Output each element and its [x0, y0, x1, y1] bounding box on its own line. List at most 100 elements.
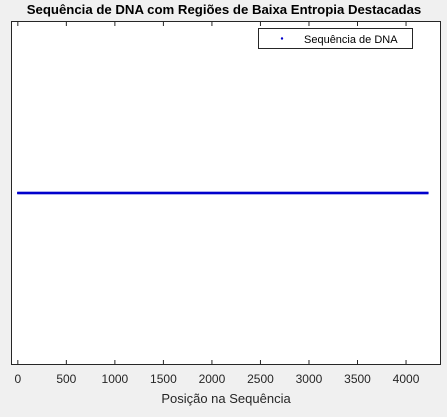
data-point — [307, 191, 309, 195]
data-point — [17, 191, 19, 195]
data-point — [223, 191, 225, 195]
data-point — [135, 191, 137, 195]
data-point — [227, 191, 229, 195]
data-point — [267, 191, 269, 195]
data-point — [298, 191, 300, 195]
data-point — [359, 191, 361, 195]
data-point — [266, 191, 268, 195]
data-point — [102, 191, 104, 195]
data-point — [57, 191, 59, 195]
data-point — [388, 191, 390, 195]
data-point — [389, 191, 391, 195]
data-point — [145, 191, 147, 195]
data-point — [152, 191, 154, 195]
data-point — [300, 191, 302, 195]
data-point — [358, 191, 360, 195]
data-point — [146, 191, 148, 195]
data-point — [319, 191, 321, 195]
data-point — [348, 191, 350, 195]
data-point — [258, 191, 260, 195]
data-point — [340, 191, 342, 195]
data-point — [170, 191, 172, 195]
x-tick-label: 500 — [56, 372, 76, 386]
data-point — [255, 191, 257, 195]
data-point — [246, 191, 248, 195]
data-point — [354, 191, 356, 195]
data-point — [88, 191, 90, 195]
data-point — [45, 191, 47, 195]
data-point — [252, 191, 254, 195]
x-tick-label: 1000 — [102, 372, 129, 386]
data-point — [133, 191, 135, 195]
data-point — [65, 191, 67, 195]
data-point — [172, 191, 174, 195]
data-point — [322, 191, 324, 195]
data-point — [119, 191, 121, 195]
data-point — [301, 191, 303, 195]
data-point — [178, 191, 180, 195]
legend: Sequência de DNA — [258, 28, 413, 49]
data-point — [313, 191, 315, 195]
data-point — [95, 191, 97, 195]
data-point — [43, 191, 45, 195]
data-point — [98, 191, 100, 195]
data-point — [292, 191, 294, 195]
data-point — [294, 191, 296, 195]
data-point — [273, 191, 275, 195]
data-point — [55, 191, 57, 195]
x-tick-label: 1500 — [150, 372, 177, 386]
data-point — [184, 191, 186, 195]
data-point — [270, 191, 272, 195]
data-point — [418, 191, 420, 195]
data-point — [234, 191, 236, 195]
data-point — [244, 191, 246, 195]
data-point — [390, 191, 392, 195]
data-point — [350, 191, 352, 195]
data-point — [165, 191, 167, 195]
x-tick-label: 0 — [14, 372, 21, 386]
data-point — [77, 191, 79, 195]
data-point — [121, 191, 123, 195]
data-point — [153, 191, 155, 195]
chart-title: Sequência de DNA com Regiões de Baixa En… — [27, 2, 422, 17]
data-point — [71, 191, 73, 195]
data-point — [346, 191, 348, 195]
data-point — [29, 191, 31, 195]
data-point — [372, 191, 374, 195]
data-point — [309, 191, 311, 195]
data-point — [265, 191, 267, 195]
data-point — [176, 191, 178, 195]
legend-box — [258, 28, 413, 49]
data-point — [384, 191, 386, 195]
data-point — [69, 191, 71, 195]
data-point — [303, 191, 305, 195]
data-point — [105, 191, 107, 195]
x-axis-label: Posição na Sequência — [161, 391, 291, 406]
data-point — [396, 191, 398, 195]
data-point — [157, 191, 159, 195]
data-point — [179, 191, 181, 195]
data-point — [80, 191, 82, 195]
data-point — [338, 191, 340, 195]
data-point — [276, 191, 278, 195]
data-point — [113, 191, 115, 195]
data-point — [287, 191, 289, 195]
data-point — [33, 191, 35, 195]
data-point — [142, 191, 144, 195]
data-point — [25, 191, 27, 195]
data-point — [139, 191, 141, 195]
data-point — [22, 191, 24, 195]
data-point — [332, 191, 334, 195]
data-point — [331, 191, 333, 195]
data-point — [27, 191, 29, 195]
data-point — [373, 191, 375, 195]
data-point — [295, 191, 297, 195]
data-point — [18, 191, 20, 195]
data-point — [39, 191, 41, 195]
data-point — [318, 191, 320, 195]
data-point — [368, 191, 370, 195]
data-point — [254, 191, 256, 195]
data-point — [315, 191, 317, 195]
data-point — [96, 191, 98, 195]
data-point — [362, 191, 364, 195]
